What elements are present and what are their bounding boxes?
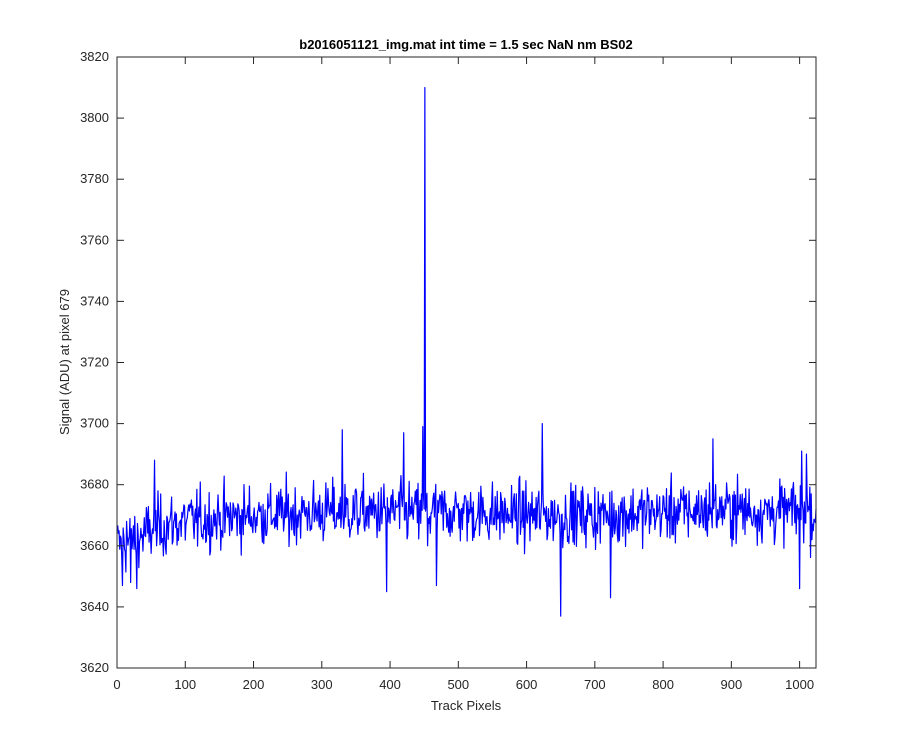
x-tick-label: 500 — [447, 677, 469, 692]
y-tick-label: 3680 — [80, 477, 109, 492]
chart-title: b2016051121_img.mat int time = 1.5 sec N… — [299, 37, 632, 52]
plot-frame — [116, 56, 817, 669]
y-tick-label: 3660 — [80, 538, 109, 553]
y-tick-label: 3620 — [80, 660, 109, 675]
x-tick-label: 0 — [113, 677, 120, 692]
y-tick-label: 3640 — [80, 599, 109, 614]
y-tick-label: 3800 — [80, 110, 109, 125]
y-axis-label: Signal (ADU) at pixel 679 — [57, 289, 72, 435]
axis-ticks: 0 100 200 300 400 500 600 700 800 900 1000 3620 3640… — [80, 49, 816, 692]
y-tick-label: 3720 — [80, 355, 109, 370]
plot-background — [117, 57, 816, 668]
y-tick-label: 3700 — [80, 416, 109, 431]
x-tick-label: 700 — [584, 677, 606, 692]
y-tick-label: 3780 — [80, 171, 109, 186]
x-tick-label: 100 — [174, 677, 196, 692]
y-tick-label: 3760 — [80, 232, 109, 247]
plot-area — [117, 57, 816, 668]
x-tick-label: 600 — [516, 677, 538, 692]
x-tick-label: 200 — [243, 677, 265, 692]
x-tick-label: 800 — [652, 677, 674, 692]
x-tick-label: 1000 — [785, 677, 814, 692]
x-axis-label: Track Pixels — [431, 698, 502, 713]
y-tick-label: 3740 — [80, 293, 109, 308]
series-line-signal — [117, 86, 817, 617]
x-tick-label: 400 — [379, 677, 401, 692]
x-tick-label: 900 — [721, 677, 743, 692]
x-tick-label: 300 — [311, 677, 333, 692]
y-tick-label: 3820 — [80, 49, 109, 64]
